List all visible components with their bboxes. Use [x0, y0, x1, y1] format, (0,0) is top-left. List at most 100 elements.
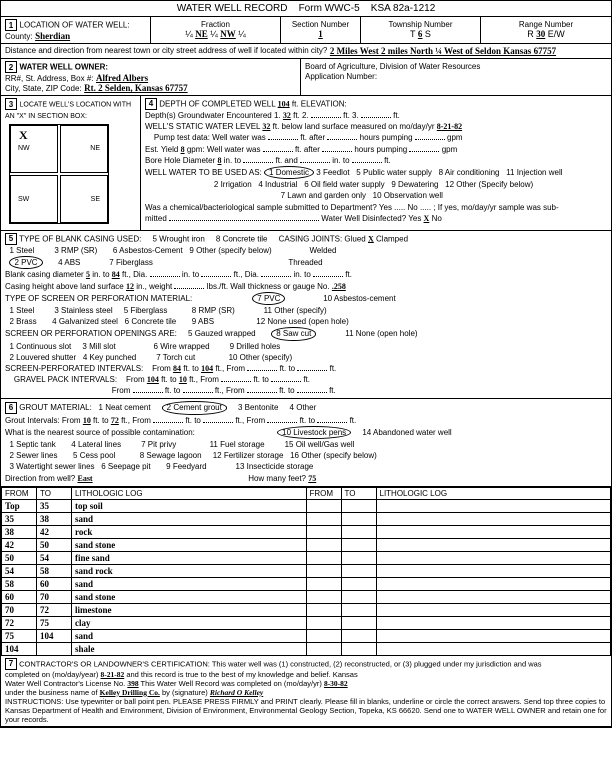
sec5-num: 5: [5, 233, 17, 245]
log-cell: [376, 590, 611, 603]
log-cell: 54: [2, 564, 37, 577]
lithologic-log-table: FROMTOLITHOLOGIC LOGFROMTOLITHOLOGIC LOG…: [1, 487, 611, 656]
log-cell: 35: [37, 499, 72, 512]
log-cell: [306, 564, 341, 577]
log-row: 5860sand: [2, 577, 611, 590]
log-cell: 58: [37, 564, 72, 577]
county-lbl: County:: [5, 32, 33, 41]
log-header: LITHOLOGIC LOG: [376, 487, 611, 499]
ksa: KSA 82a-1212: [371, 3, 436, 14]
log-cell: [306, 629, 341, 642]
fraction-lbl: Fraction: [201, 20, 230, 29]
sec6-num: 6: [5, 402, 17, 414]
section-5: 5 TYPE OF BLANK CASING USED: 5 Wrought i…: [1, 231, 611, 399]
log-header: LITHOLOGIC LOG: [72, 487, 307, 499]
loc-title: LOCATION OF WATER WELL:: [20, 21, 130, 30]
log-cell: [376, 629, 611, 642]
log-header: TO: [37, 487, 72, 499]
dist-val: 2 Miles West 2 miles North ¼ West of Sel…: [330, 46, 556, 56]
owner-title: WATER WELL OWNER:: [20, 63, 109, 72]
log-cell: [306, 499, 341, 512]
log-cell: 60: [37, 577, 72, 590]
log-cell: 58: [2, 577, 37, 590]
log-cell: sand stone: [72, 538, 307, 551]
log-cell: top soil: [72, 499, 307, 512]
log-cell: [306, 577, 341, 590]
log-cell: 70: [2, 603, 37, 616]
log-cell: [37, 642, 72, 655]
title: WATER WELL RECORD: [177, 3, 288, 14]
log-row: 75104sand: [2, 629, 611, 642]
log-row: 7275clay: [2, 616, 611, 629]
section-6: 6 GROUT MATERIAL: 1 Neat cement 2 Cement…: [1, 399, 611, 486]
log-cell: [341, 603, 376, 616]
log-cell: 70: [37, 590, 72, 603]
log-cell: 72: [2, 616, 37, 629]
sec2-num: 2: [5, 61, 17, 73]
log-cell: [376, 538, 611, 551]
log-cell: [341, 616, 376, 629]
county-val: Sherdian: [35, 31, 70, 41]
log-cell: sand: [72, 629, 307, 642]
log-cell: 38: [2, 525, 37, 538]
log-cell: [376, 577, 611, 590]
township-lbl: Township Number: [388, 20, 452, 29]
log-row: 5054fine sand: [2, 551, 611, 564]
log-cell: 50: [37, 538, 72, 551]
section-val: 1: [318, 29, 323, 39]
log-row: 104shale: [2, 642, 611, 655]
log-cell: [341, 577, 376, 590]
log-cell: 35: [2, 512, 37, 525]
log-cell: [376, 642, 611, 655]
log-cell: [341, 590, 376, 603]
log-cell: shale: [72, 642, 307, 655]
log-cell: 60: [2, 590, 37, 603]
dist-row: Distance and direction from nearest town…: [1, 44, 611, 59]
sec3-num: 3: [5, 98, 17, 110]
log-cell: [341, 538, 376, 551]
log-cell: limestone: [72, 603, 307, 616]
log-cell: 54: [37, 551, 72, 564]
section-7: 7 CONTRACTOR'S OR LANDOWNER'S CERTIFICAT…: [1, 656, 611, 727]
log-cell: [306, 551, 341, 564]
log-cell: [306, 525, 341, 538]
log-row: 4250sand stone: [2, 538, 611, 551]
log-row: 3538sand: [2, 512, 611, 525]
log-row: 6070sand stone: [2, 590, 611, 603]
log-cell: sand: [72, 512, 307, 525]
log-header: TO: [341, 487, 376, 499]
log-row: 5458sand rock: [2, 564, 611, 577]
log-header: FROM: [306, 487, 341, 499]
log-cell: [306, 590, 341, 603]
log-cell: 104: [37, 629, 72, 642]
log-cell: [306, 538, 341, 551]
log-cell: fine sand: [72, 551, 307, 564]
sec4-num: 4: [145, 98, 157, 110]
range-lbl: Range Number: [519, 20, 573, 29]
form-num: Form WWC-5: [299, 3, 360, 14]
log-cell: Top: [2, 499, 37, 512]
log-cell: sand rock: [72, 564, 307, 577]
section-box: X NW NE SW SE: [9, 124, 109, 224]
form-header: WATER WELL RECORD Form WWC-5 KSA 82a-121…: [1, 1, 611, 17]
log-cell: [376, 512, 611, 525]
log-cell: sand: [72, 577, 307, 590]
log-cell: [341, 499, 376, 512]
section-3-4-row: 3 LOCATE WELL'S LOCATION WITH AN "X" IN …: [1, 96, 611, 231]
log-cell: 50: [2, 551, 37, 564]
section-lbl: Section Number: [292, 20, 349, 29]
log-cell: 75: [37, 616, 72, 629]
log-cell: [376, 525, 611, 538]
log-cell: 42: [2, 538, 37, 551]
log-cell: rock: [72, 525, 307, 538]
log-cell: [306, 616, 341, 629]
log-cell: [306, 512, 341, 525]
log-cell: 75: [2, 629, 37, 642]
log-cell: [341, 512, 376, 525]
log-cell: [306, 603, 341, 616]
log-cell: 42: [37, 525, 72, 538]
log-cell: [376, 616, 611, 629]
log-row: Top35top soil: [2, 499, 611, 512]
log-cell: [376, 499, 611, 512]
log-cell: 38: [37, 512, 72, 525]
